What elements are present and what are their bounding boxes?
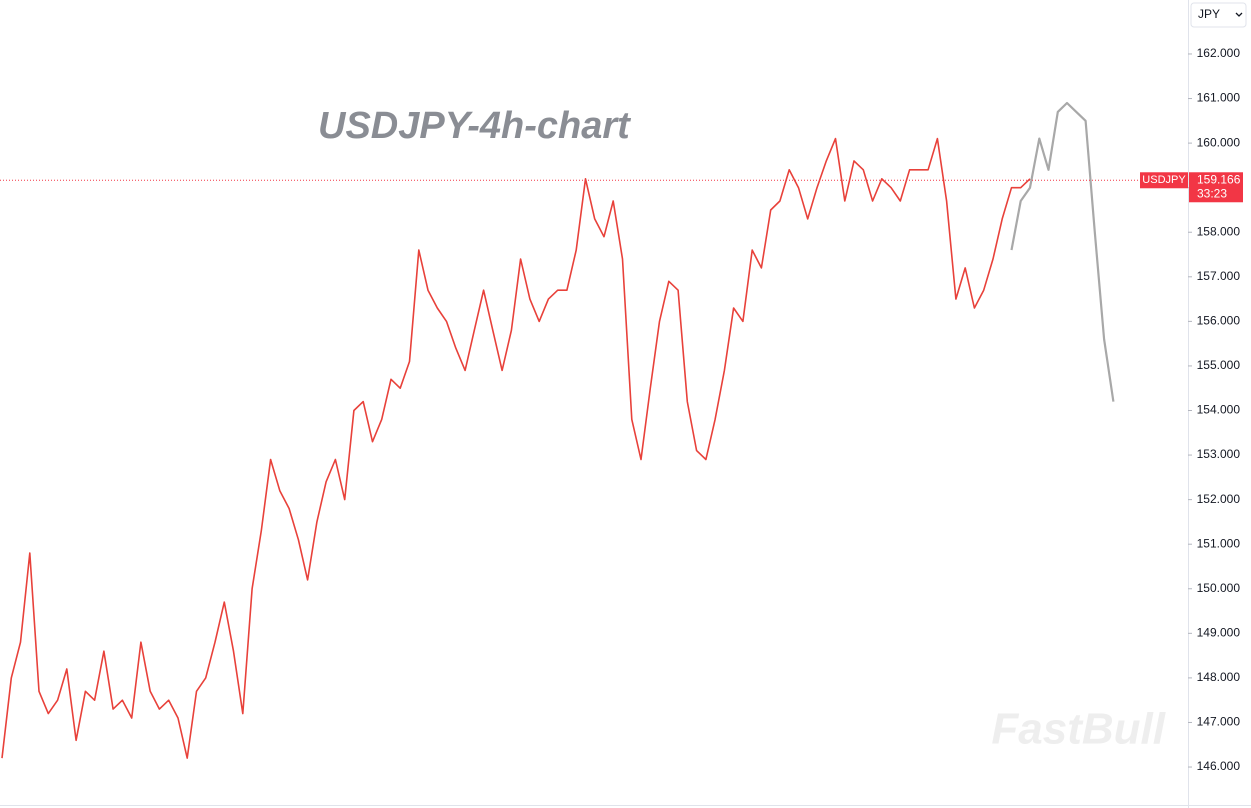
currency-label[interactable]: JPY xyxy=(1198,7,1220,21)
y-tick-label: 146.000 xyxy=(1197,759,1241,773)
symbol-tag xyxy=(1140,172,1188,189)
y-tick-label: 155.000 xyxy=(1197,358,1241,372)
y-tick-label: 162.000 xyxy=(1197,46,1241,60)
dropdown-arrow[interactable] xyxy=(1235,12,1243,17)
y-tick-label: 152.000 xyxy=(1197,492,1241,506)
watermark: FastBull xyxy=(991,705,1165,754)
y-tick-label: 156.000 xyxy=(1197,314,1241,328)
y-tick-label: 151.000 xyxy=(1197,536,1241,550)
currency-selector[interactable]: JPY xyxy=(1190,2,1247,28)
y-tick-label: 153.000 xyxy=(1197,447,1241,461)
countdown-label: 33:23 xyxy=(1197,186,1227,200)
last-price-label: 159.166 xyxy=(1197,172,1241,186)
chart-title: USDJPY-4h-chart xyxy=(318,105,631,147)
last-price-tag xyxy=(1189,172,1243,203)
currency-box[interactable] xyxy=(1190,2,1247,28)
y-tick-label: 161.000 xyxy=(1197,91,1241,105)
y-tick-label: 148.000 xyxy=(1197,670,1241,684)
price-line xyxy=(1010,101,1115,402)
y-tick-label: 154.000 xyxy=(1197,403,1241,417)
y-tick-label: 149.000 xyxy=(1197,626,1241,640)
price-line xyxy=(1,137,1031,759)
y-tick-label: 157.000 xyxy=(1197,269,1241,283)
y-tick-label: 158.000 xyxy=(1197,224,1241,238)
y-tick-label: 160.000 xyxy=(1197,135,1241,149)
y-tick-label: 147.000 xyxy=(1197,715,1241,729)
symbol-label: USDJPY xyxy=(1142,174,1186,186)
y-tick-label: 150.000 xyxy=(1197,581,1241,595)
